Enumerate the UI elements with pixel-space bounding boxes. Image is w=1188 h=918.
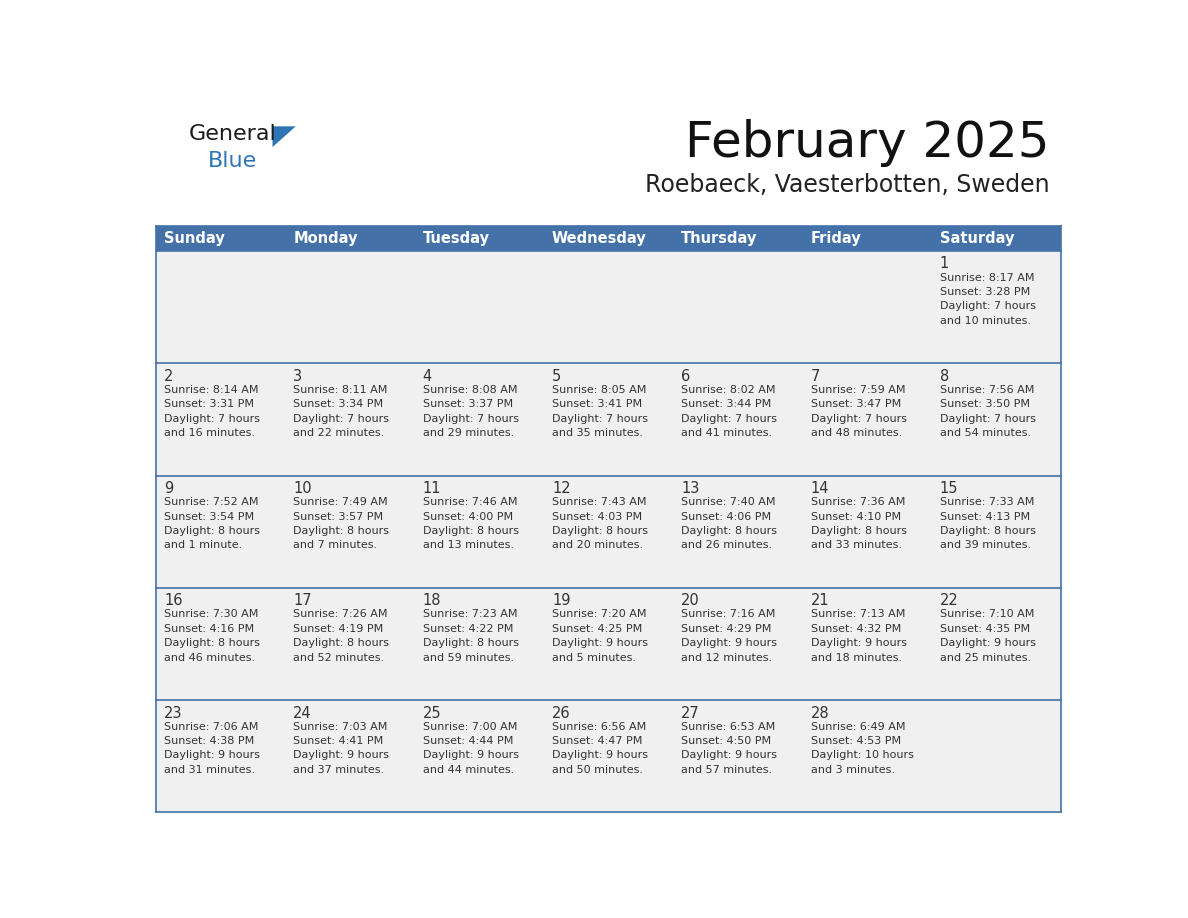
- Text: Wednesday: Wednesday: [552, 230, 646, 246]
- Text: February 2025: February 2025: [685, 119, 1050, 167]
- Text: 27: 27: [681, 706, 700, 721]
- Text: Sunrise: 7:40 AM
Sunset: 4:06 PM
Daylight: 8 hours
and 26 minutes.: Sunrise: 7:40 AM Sunset: 4:06 PM Dayligh…: [681, 498, 777, 551]
- Text: Sunrise: 8:08 AM
Sunset: 3:37 PM
Daylight: 7 hours
and 29 minutes.: Sunrise: 8:08 AM Sunset: 3:37 PM Dayligh…: [423, 385, 519, 438]
- Bar: [157, 364, 1061, 476]
- Text: Thursday: Thursday: [681, 230, 758, 246]
- Text: Sunrise: 7:26 AM
Sunset: 4:19 PM
Daylight: 8 hours
and 52 minutes.: Sunrise: 7:26 AM Sunset: 4:19 PM Dayligh…: [293, 610, 390, 663]
- Text: 24: 24: [293, 706, 312, 721]
- Text: 17: 17: [293, 593, 312, 609]
- Text: 18: 18: [423, 593, 441, 609]
- Text: 15: 15: [940, 481, 959, 496]
- Text: 6: 6: [681, 369, 690, 384]
- Text: Sunday: Sunday: [164, 230, 225, 246]
- Text: Sunrise: 7:23 AM
Sunset: 4:22 PM
Daylight: 8 hours
and 59 minutes.: Sunrise: 7:23 AM Sunset: 4:22 PM Dayligh…: [423, 610, 519, 663]
- Text: Sunrise: 7:00 AM
Sunset: 4:44 PM
Daylight: 9 hours
and 44 minutes.: Sunrise: 7:00 AM Sunset: 4:44 PM Dayligh…: [423, 722, 519, 775]
- Text: Monday: Monday: [293, 230, 358, 246]
- Text: Sunrise: 6:49 AM
Sunset: 4:53 PM
Daylight: 10 hours
and 3 minutes.: Sunrise: 6:49 AM Sunset: 4:53 PM Dayligh…: [810, 722, 914, 775]
- Text: General: General: [189, 124, 277, 144]
- Bar: [157, 588, 1061, 700]
- Text: Sunrise: 7:59 AM
Sunset: 3:47 PM
Daylight: 7 hours
and 48 minutes.: Sunrise: 7:59 AM Sunset: 3:47 PM Dayligh…: [810, 385, 906, 438]
- Text: 26: 26: [552, 706, 570, 721]
- Text: 20: 20: [681, 593, 700, 609]
- Text: 21: 21: [810, 593, 829, 609]
- Text: 3: 3: [293, 369, 303, 384]
- Text: Sunrise: 7:03 AM
Sunset: 4:41 PM
Daylight: 9 hours
and 37 minutes.: Sunrise: 7:03 AM Sunset: 4:41 PM Dayligh…: [293, 722, 390, 775]
- Text: 13: 13: [681, 481, 700, 496]
- Text: 23: 23: [164, 706, 183, 721]
- Text: 10: 10: [293, 481, 312, 496]
- Bar: [157, 251, 1061, 364]
- Text: Sunrise: 7:33 AM
Sunset: 4:13 PM
Daylight: 8 hours
and 39 minutes.: Sunrise: 7:33 AM Sunset: 4:13 PM Dayligh…: [940, 498, 1036, 551]
- Text: Saturday: Saturday: [940, 230, 1015, 246]
- Text: Sunrise: 8:14 AM
Sunset: 3:31 PM
Daylight: 7 hours
and 16 minutes.: Sunrise: 8:14 AM Sunset: 3:31 PM Dayligh…: [164, 385, 260, 438]
- Text: 1: 1: [940, 256, 949, 272]
- Text: Sunrise: 7:46 AM
Sunset: 4:00 PM
Daylight: 8 hours
and 13 minutes.: Sunrise: 7:46 AM Sunset: 4:00 PM Dayligh…: [423, 498, 519, 551]
- Text: 19: 19: [552, 593, 570, 609]
- Text: 12: 12: [552, 481, 570, 496]
- Text: Sunrise: 7:13 AM
Sunset: 4:32 PM
Daylight: 9 hours
and 18 minutes.: Sunrise: 7:13 AM Sunset: 4:32 PM Dayligh…: [810, 610, 906, 663]
- Text: Roebaeck, Vaesterbotten, Sweden: Roebaeck, Vaesterbotten, Sweden: [645, 174, 1050, 197]
- Text: 8: 8: [940, 369, 949, 384]
- Text: 2: 2: [164, 369, 173, 384]
- Text: 14: 14: [810, 481, 829, 496]
- Text: Friday: Friday: [810, 230, 861, 246]
- Text: Sunrise: 7:36 AM
Sunset: 4:10 PM
Daylight: 8 hours
and 33 minutes.: Sunrise: 7:36 AM Sunset: 4:10 PM Dayligh…: [810, 498, 906, 551]
- Text: Sunrise: 7:43 AM
Sunset: 4:03 PM
Daylight: 8 hours
and 20 minutes.: Sunrise: 7:43 AM Sunset: 4:03 PM Dayligh…: [552, 498, 647, 551]
- Text: Sunrise: 8:02 AM
Sunset: 3:44 PM
Daylight: 7 hours
and 41 minutes.: Sunrise: 8:02 AM Sunset: 3:44 PM Dayligh…: [681, 385, 777, 438]
- Bar: [157, 476, 1061, 588]
- Text: 25: 25: [423, 706, 441, 721]
- Text: Sunrise: 7:10 AM
Sunset: 4:35 PM
Daylight: 9 hours
and 25 minutes.: Sunrise: 7:10 AM Sunset: 4:35 PM Dayligh…: [940, 610, 1036, 663]
- Text: Sunrise: 7:20 AM
Sunset: 4:25 PM
Daylight: 9 hours
and 5 minutes.: Sunrise: 7:20 AM Sunset: 4:25 PM Dayligh…: [552, 610, 647, 663]
- Text: Sunrise: 7:56 AM
Sunset: 3:50 PM
Daylight: 7 hours
and 54 minutes.: Sunrise: 7:56 AM Sunset: 3:50 PM Dayligh…: [940, 385, 1036, 438]
- Text: 22: 22: [940, 593, 959, 609]
- Text: Sunrise: 7:49 AM
Sunset: 3:57 PM
Daylight: 8 hours
and 7 minutes.: Sunrise: 7:49 AM Sunset: 3:57 PM Dayligh…: [293, 498, 390, 551]
- Text: Sunrise: 8:05 AM
Sunset: 3:41 PM
Daylight: 7 hours
and 35 minutes.: Sunrise: 8:05 AM Sunset: 3:41 PM Dayligh…: [552, 385, 647, 438]
- Text: Sunrise: 7:52 AM
Sunset: 3:54 PM
Daylight: 8 hours
and 1 minute.: Sunrise: 7:52 AM Sunset: 3:54 PM Dayligh…: [164, 498, 260, 551]
- Text: Sunrise: 8:11 AM
Sunset: 3:34 PM
Daylight: 7 hours
and 22 minutes.: Sunrise: 8:11 AM Sunset: 3:34 PM Dayligh…: [293, 385, 390, 438]
- Text: Sunrise: 7:16 AM
Sunset: 4:29 PM
Daylight: 9 hours
and 12 minutes.: Sunrise: 7:16 AM Sunset: 4:29 PM Dayligh…: [681, 610, 777, 663]
- Text: 9: 9: [164, 481, 173, 496]
- Text: 7: 7: [810, 369, 820, 384]
- Text: Blue: Blue: [208, 151, 258, 171]
- Text: Sunrise: 6:53 AM
Sunset: 4:50 PM
Daylight: 9 hours
and 57 minutes.: Sunrise: 6:53 AM Sunset: 4:50 PM Dayligh…: [681, 722, 777, 775]
- Text: Sunrise: 6:56 AM
Sunset: 4:47 PM
Daylight: 9 hours
and 50 minutes.: Sunrise: 6:56 AM Sunset: 4:47 PM Dayligh…: [552, 722, 647, 775]
- Polygon shape: [272, 127, 296, 147]
- Text: 11: 11: [423, 481, 441, 496]
- Text: 28: 28: [810, 706, 829, 721]
- Text: Sunrise: 7:30 AM
Sunset: 4:16 PM
Daylight: 8 hours
and 46 minutes.: Sunrise: 7:30 AM Sunset: 4:16 PM Dayligh…: [164, 610, 260, 663]
- Text: Tuesday: Tuesday: [423, 230, 489, 246]
- Bar: [157, 226, 1061, 251]
- Text: 16: 16: [164, 593, 183, 609]
- Text: Sunrise: 8:17 AM
Sunset: 3:28 PM
Daylight: 7 hours
and 10 minutes.: Sunrise: 8:17 AM Sunset: 3:28 PM Dayligh…: [940, 273, 1036, 326]
- Bar: [157, 700, 1061, 812]
- Text: 4: 4: [423, 369, 432, 384]
- Text: Sunrise: 7:06 AM
Sunset: 4:38 PM
Daylight: 9 hours
and 31 minutes.: Sunrise: 7:06 AM Sunset: 4:38 PM Dayligh…: [164, 722, 260, 775]
- Text: 5: 5: [552, 369, 561, 384]
